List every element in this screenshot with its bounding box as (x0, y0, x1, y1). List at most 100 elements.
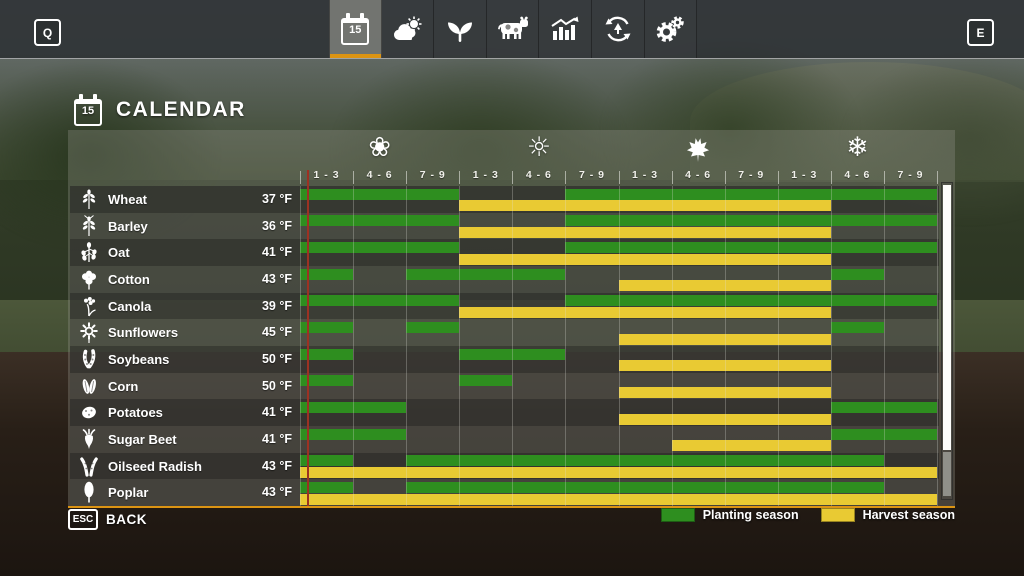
harvest-bar (300, 467, 937, 479)
page-header: 15 CALENDAR (74, 94, 246, 126)
crop-row-soybeans: Soybeans 50 °F (70, 346, 939, 373)
calendar-panel: ❀ 1 - 3 4 - 6 7 - 9 ☼ 1 - 3 4 - 6 7 - 9 1 - 3 4 -… (68, 130, 955, 508)
crop-name: Cotton (108, 272, 150, 287)
planting-bar (300, 428, 407, 440)
cotton-icon (78, 268, 100, 290)
planting-bar (300, 268, 354, 280)
seedling-icon (445, 15, 475, 43)
crop-name: Oilseed Radish (108, 458, 202, 474)
cycle-icon (603, 14, 633, 44)
crop-name: Wheat (108, 192, 147, 207)
soybean-icon (78, 348, 100, 370)
cow-icon (496, 16, 530, 42)
header-tick (724, 171, 726, 184)
tab-rotation[interactable] (591, 0, 645, 58)
gear-icon (654, 14, 686, 44)
header-tick (777, 171, 779, 184)
barley-icon (78, 214, 100, 237)
planting-bar (565, 215, 937, 227)
harvest-bar (459, 307, 831, 319)
crop-germination-temperature: 39 °F (261, 298, 292, 313)
planting-bar (300, 295, 460, 307)
potato-icon (78, 401, 100, 423)
grid-column-divider (512, 186, 514, 506)
header-tick (300, 171, 301, 184)
grid-column-divider (406, 186, 408, 506)
harvest-bar (618, 280, 831, 292)
period-label: 1 - 3 (791, 169, 818, 181)
crop-row-corn: Corn 50 °F (70, 372, 939, 400)
period-label: 4 - 6 (844, 169, 871, 181)
planting-season-swatch (660, 508, 695, 522)
poplar-icon (78, 481, 100, 503)
tab-crops[interactable] (434, 0, 487, 58)
header-tick (565, 171, 567, 184)
stats-icon (550, 16, 580, 42)
grid-column-divider (883, 186, 885, 506)
scrollbar-thumb[interactable] (943, 185, 951, 450)
grid-column-divider (459, 186, 461, 506)
planting-bar (300, 348, 354, 360)
crop-germination-temperature: 41 °F (261, 405, 292, 420)
crop-germination-temperature: 45 °F (261, 325, 292, 340)
tab-animals[interactable] (486, 0, 540, 58)
weather-icon (392, 16, 422, 42)
canola-icon (78, 295, 100, 317)
header-tick (459, 171, 461, 184)
tab-statistics[interactable] (539, 0, 592, 58)
crop-name: Barley (108, 218, 148, 234)
crop-name: Soybeans (108, 352, 170, 367)
period-label: 4 - 6 (366, 169, 393, 181)
menu-tab-strip: 15 (329, 0, 698, 58)
planting-bar (459, 375, 513, 387)
harvest-bar (618, 413, 831, 425)
period-label: 1 - 3 (472, 169, 499, 181)
planting-bar (406, 455, 884, 467)
crop-germination-temperature: 41 °F (261, 432, 292, 446)
header-tick (618, 171, 620, 184)
planting-bar (406, 481, 884, 493)
planting-bar (830, 321, 884, 333)
crop-germination-temperature: 43 °F (261, 458, 292, 473)
planting-bar (300, 401, 407, 413)
period-label: 1 - 3 (632, 169, 659, 181)
header-tick (883, 171, 885, 184)
grid-column-divider (937, 186, 938, 506)
crop-germination-temperature: 50 °F (261, 352, 292, 366)
harvest-bar (618, 360, 831, 372)
hotkey-q-button[interactable]: Q (34, 19, 61, 46)
flower-icon: ❀ (368, 132, 391, 163)
header-tick (353, 171, 355, 184)
planting-bar (300, 215, 460, 227)
crop-name: Sunflowers (108, 325, 179, 341)
scrollbar-track-lower (943, 452, 951, 496)
esc-key-icon[interactable]: ESC (68, 509, 98, 530)
period-label: 7 - 9 (419, 169, 446, 181)
back-button[interactable]: BACK (106, 512, 147, 527)
harvest-bar (459, 253, 831, 265)
calendar-icon: 15 (74, 94, 102, 126)
period-label: 7 - 9 (578, 169, 605, 181)
planting-bar (830, 401, 937, 413)
page-title: CALENDAR (116, 98, 246, 121)
hotkey-e-button[interactable]: E (967, 19, 994, 46)
tab-weather[interactable] (381, 0, 435, 58)
grid-column-divider (353, 186, 355, 506)
oilseed-radish-icon (78, 455, 100, 477)
crop-name: Canola (108, 298, 152, 314)
crop-germination-temperature: 36 °F (261, 218, 292, 233)
harvest-bar (459, 227, 831, 239)
crop-row-potatoes: Potatoes 41 °F (70, 399, 939, 426)
scrollbar[interactable] (941, 182, 953, 500)
crop-germination-temperature: 37 °F (261, 192, 292, 206)
harvest-bar (618, 387, 831, 399)
harvest-bar (459, 200, 831, 212)
crop-name: Potatoes (108, 405, 163, 421)
tab-calendar[interactable]: 15 (329, 0, 382, 58)
sugar-beet-icon (78, 428, 100, 450)
tab-settings[interactable] (644, 0, 698, 58)
sunflower-icon (78, 321, 100, 344)
crop-row-oilseed-radish: Oilseed Radish 43 °F (70, 452, 939, 480)
planting-bar (300, 481, 354, 493)
